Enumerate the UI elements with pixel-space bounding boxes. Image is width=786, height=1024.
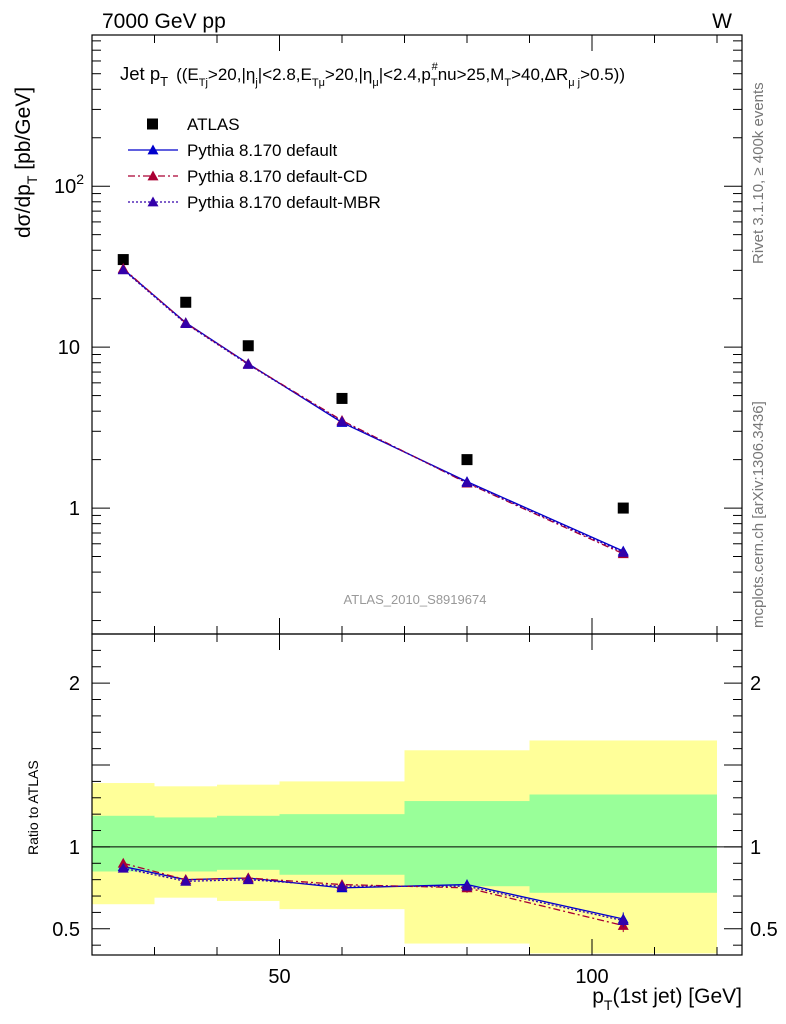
legend-marker (147, 170, 159, 181)
uncertainty-band-inner (92, 794, 717, 893)
ratio-point (617, 915, 629, 926)
ratio-line (123, 867, 624, 922)
legend-marker (147, 196, 159, 207)
mcplots-label: mcplots.cern.ch [arXiv:1306.3436] (750, 401, 767, 628)
band-inner-bin (217, 815, 280, 870)
legend-item: Pythia 8.170 default (128, 141, 338, 160)
data-point-atlas (461, 454, 473, 466)
ratio-point (117, 862, 129, 873)
band-inner-bin (279, 814, 405, 875)
legend-label: Pythia 8.170 default-CD (187, 167, 368, 186)
y-tick-label-ratio-right: 1 (750, 837, 761, 859)
ratio-point (180, 875, 192, 886)
series-0 (117, 254, 629, 514)
chart-title: Jet pT ((ETj>20,|ηj|<2.8,ETμ>20,|ημ|<2.4,… (120, 61, 625, 89)
ratio-panel-frame (91, 633, 743, 956)
rivet-label: Rivet 3.1.10, ≥ 400k events (750, 82, 767, 264)
legend-label: ATLAS (187, 115, 240, 134)
legend-item: Pythia 8.170 default-CD (128, 167, 368, 186)
y-tick-label-ratio: 0.5 (52, 919, 80, 941)
series-1 (117, 263, 629, 556)
main-series (117, 254, 629, 559)
y-tick-label-main: 102 (54, 171, 84, 198)
band-inner-bin (404, 801, 530, 887)
legend-label: Pythia 8.170 default (187, 141, 338, 160)
axis-ticks: 50 100 1 10 102 0.5 0.5 1 1 2 2 (52, 35, 778, 988)
data-point-atlas (617, 502, 629, 514)
band-inner-bin (529, 794, 717, 893)
y-axis-label-main: dσ/dpT [pb/GeV] (12, 87, 40, 238)
mc-point (180, 318, 192, 329)
mc-point (617, 546, 629, 557)
header-left: 7000 GeV pp (102, 10, 226, 33)
mc-point (242, 358, 254, 369)
ratio-series (117, 857, 629, 933)
legend: ATLAS Pythia 8.170 default Pythia 8.170 de… (128, 115, 381, 212)
series-line (122, 268, 624, 552)
y-tick-label-ratio-right: 2 (750, 673, 761, 695)
ratio-point (242, 874, 254, 885)
legend-marker (147, 118, 158, 130)
x-tick-label: 100 (575, 966, 608, 988)
band-inner-bin (154, 817, 217, 872)
series-3 (117, 264, 629, 557)
series-2 (117, 263, 629, 559)
data-point-atlas (180, 296, 192, 308)
analysis-watermark: ATLAS_2010_S8919674 (344, 592, 487, 607)
data-point-atlas (242, 340, 254, 352)
x-tick-label: 50 (268, 966, 290, 988)
y-tick-label-main: 10 (58, 337, 80, 359)
series-line (122, 269, 624, 554)
data-point-atlas (117, 254, 129, 266)
header-right: W (712, 10, 732, 33)
legend-item: Pythia 8.170 default-MBR (128, 193, 381, 212)
mc-point (117, 264, 129, 275)
series-line (122, 268, 624, 555)
mc-point (461, 477, 473, 487)
y-tick-label-main: 1 (69, 498, 80, 520)
legend-item: ATLAS (147, 115, 240, 134)
ratio-point (461, 880, 473, 891)
ratio-point (336, 880, 348, 891)
legend-marker (147, 144, 159, 155)
y-tick-label-ratio: 2 (69, 673, 80, 695)
y-axis-label-ratio: Ratio to ATLAS (25, 760, 41, 855)
ratio-series-3 (117, 862, 629, 928)
mc-point (336, 416, 348, 426)
y-tick-label-ratio: 1 (69, 837, 80, 859)
legend-label: Pythia 8.170 default-MBR (187, 193, 381, 212)
x-axis-label: pT(1st jet) [GeV] (592, 985, 742, 1013)
data-point-atlas (336, 392, 348, 404)
y-tick-label-ratio-right: 0.5 (750, 919, 778, 941)
